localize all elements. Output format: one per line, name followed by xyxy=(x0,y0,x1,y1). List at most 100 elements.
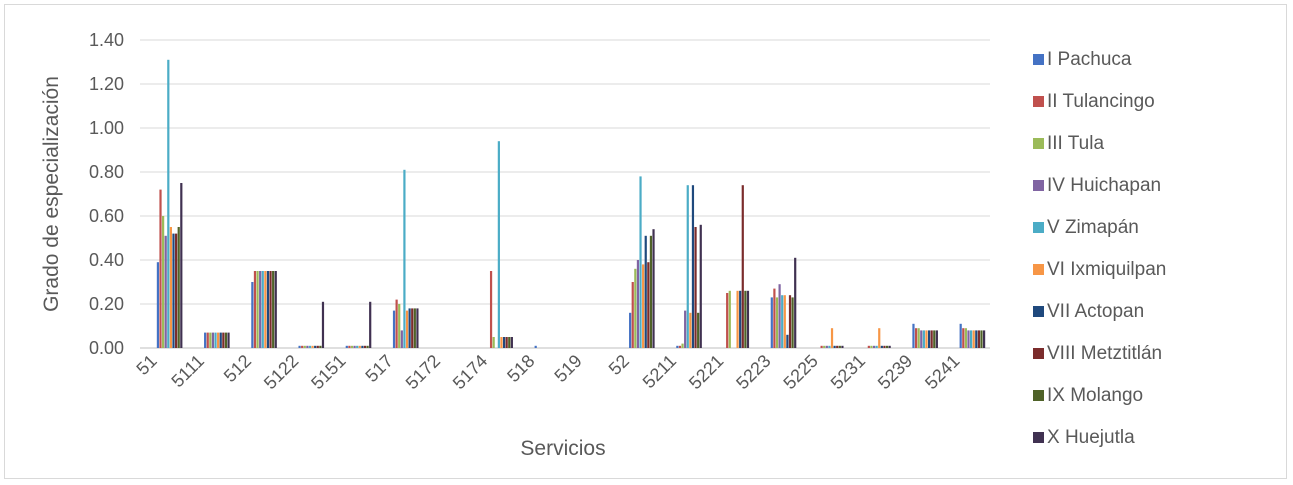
bar xyxy=(684,310,687,348)
bar xyxy=(770,297,773,348)
bar xyxy=(269,271,272,348)
bar xyxy=(781,295,784,348)
bar xyxy=(301,345,304,348)
bar xyxy=(686,185,689,348)
bar xyxy=(264,271,267,348)
bar xyxy=(369,301,372,348)
bar xyxy=(917,328,920,348)
bar xyxy=(694,227,697,348)
bar xyxy=(180,183,183,348)
legend-label: VIII Metztitlán xyxy=(1047,343,1162,364)
bar xyxy=(177,227,180,348)
bar xyxy=(644,235,647,348)
legend-label: VII Actopan xyxy=(1047,301,1144,322)
x-tick-label: 5223 xyxy=(732,351,774,393)
y-tick-label: 0.20 xyxy=(89,294,124,314)
bar xyxy=(253,271,257,348)
x-tick-label: 512 xyxy=(220,351,255,386)
bar xyxy=(820,345,823,348)
bar xyxy=(211,332,215,348)
bar xyxy=(413,308,416,348)
bar xyxy=(977,330,980,348)
bar xyxy=(172,233,175,348)
bar xyxy=(967,330,970,348)
legend-label: IX Molango xyxy=(1047,385,1143,406)
bar xyxy=(631,282,634,348)
bar xyxy=(395,299,398,348)
bar xyxy=(400,330,403,348)
legend-label: III Tula xyxy=(1047,133,1104,154)
bar xyxy=(259,271,262,348)
bar xyxy=(639,176,642,348)
bar xyxy=(167,59,170,349)
bar xyxy=(256,271,259,348)
x-tick-label: 5231 xyxy=(827,351,869,393)
bar xyxy=(736,290,739,348)
bar xyxy=(975,330,978,348)
bar xyxy=(348,345,351,348)
bar xyxy=(403,169,406,348)
bar xyxy=(169,227,173,348)
bar xyxy=(773,288,776,348)
bar xyxy=(786,334,789,348)
bar xyxy=(162,216,165,348)
y-tick-label: 1.40 xyxy=(89,30,124,50)
bar xyxy=(398,304,401,348)
bar xyxy=(266,271,270,348)
bar xyxy=(828,345,831,348)
bar xyxy=(783,295,786,348)
x-tick-label: 52 xyxy=(605,351,633,379)
bar xyxy=(697,312,700,348)
bar xyxy=(350,345,354,348)
bar xyxy=(872,345,876,348)
bar xyxy=(251,282,254,348)
bar xyxy=(878,328,881,348)
legend-label: II Tulancingo xyxy=(1047,91,1155,112)
bar xyxy=(875,345,878,348)
bar xyxy=(416,308,419,348)
bar xyxy=(408,308,411,348)
bar xyxy=(534,345,537,348)
legend-label: V Zimapán xyxy=(1047,217,1139,238)
bar xyxy=(227,332,230,348)
bar xyxy=(500,337,503,348)
bar xyxy=(678,345,682,348)
legend-label: VI Ixmiquilpan xyxy=(1047,259,1166,280)
bar xyxy=(217,332,220,348)
x-tick-label: 5239 xyxy=(874,351,916,393)
bar xyxy=(922,330,925,348)
bar xyxy=(689,312,692,348)
y-tick-label: 0.80 xyxy=(89,162,124,182)
bar xyxy=(744,290,747,348)
bar xyxy=(505,337,508,348)
bar xyxy=(214,332,217,348)
bar xyxy=(969,330,973,348)
bar xyxy=(920,330,923,348)
bar xyxy=(356,345,359,348)
x-tick-label: 517 xyxy=(361,351,396,386)
x-tick-label: 5211 xyxy=(639,351,681,393)
bar xyxy=(649,235,653,348)
bar xyxy=(222,332,225,348)
y-axis-title: Grado de especialización xyxy=(40,76,63,312)
legend-swatch xyxy=(1033,348,1044,359)
bar xyxy=(823,345,826,348)
bar xyxy=(933,330,936,348)
bar xyxy=(261,271,264,348)
legend-swatch xyxy=(1033,306,1044,317)
bar xyxy=(880,345,883,348)
bar xyxy=(912,323,915,348)
bar xyxy=(925,330,928,348)
bar xyxy=(775,297,779,348)
bar xyxy=(219,332,222,348)
x-tick-label: 5174 xyxy=(449,351,491,393)
bar xyxy=(629,312,632,348)
bar xyxy=(791,297,794,348)
bar xyxy=(726,293,729,348)
bar xyxy=(642,264,645,348)
legend-swatch xyxy=(1033,54,1044,65)
y-tick-label: 1.00 xyxy=(89,118,124,138)
bar xyxy=(209,332,212,348)
y-tick-label: 1.20 xyxy=(89,74,124,94)
